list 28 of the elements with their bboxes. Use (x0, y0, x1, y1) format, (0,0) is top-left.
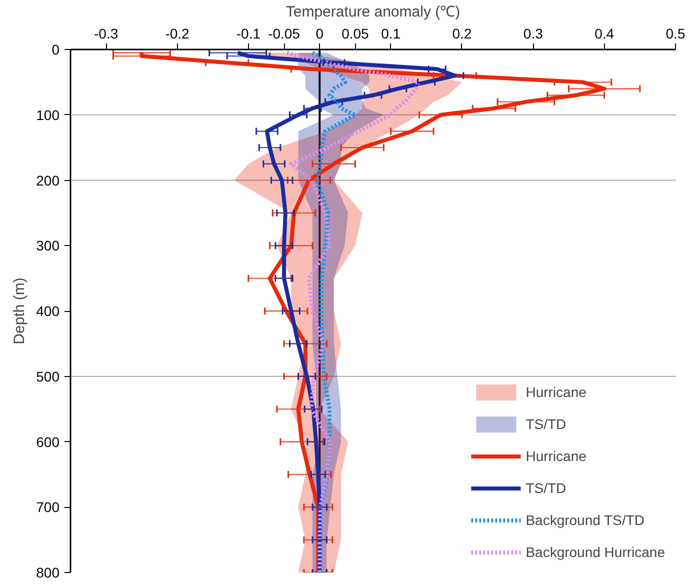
x-tick-label: 0.1 (381, 26, 401, 42)
legend-label: TS/TD (526, 416, 566, 432)
y-tick-label: 100 (36, 106, 60, 123)
x-tick-label: -0.05 (268, 26, 300, 42)
legend-label: Background TS/TD (526, 512, 644, 528)
legend-label: Hurricane (526, 384, 586, 400)
y-axis-title: Depth (m) (11, 278, 28, 344)
x-axis-title: Temperature anomaly (℃) (286, 4, 460, 20)
x-tick-label: -0.3 (94, 26, 118, 42)
y-tick-label: 600 (36, 434, 60, 450)
y-tick-label: 0 (52, 42, 60, 58)
x-tick-label: -0.1 (236, 26, 261, 42)
y-tick-label: 800 (36, 564, 60, 580)
text: TS/TD (526, 480, 566, 496)
y-tick-label: 300 (36, 238, 60, 254)
y-tick-label: 200 (36, 172, 60, 188)
x-tick-label: 0.05 (342, 26, 370, 42)
y-tick-label: 700 (36, 499, 60, 516)
x-tick-label: 0 (316, 26, 324, 42)
y-tick-label: 400 (36, 303, 60, 319)
text: Hurricane (526, 448, 586, 464)
x-tick-label: 0.3 (523, 26, 544, 42)
x-tick-label: 0.5 (666, 26, 686, 42)
y-tick-label: 500 (36, 368, 60, 384)
x-tick-label: 0.4 (594, 26, 614, 42)
x-tick-label: -0.2 (165, 26, 190, 42)
x-tick-label: 0.2 (452, 26, 472, 42)
legend-label: Background Hurricane (526, 544, 665, 560)
